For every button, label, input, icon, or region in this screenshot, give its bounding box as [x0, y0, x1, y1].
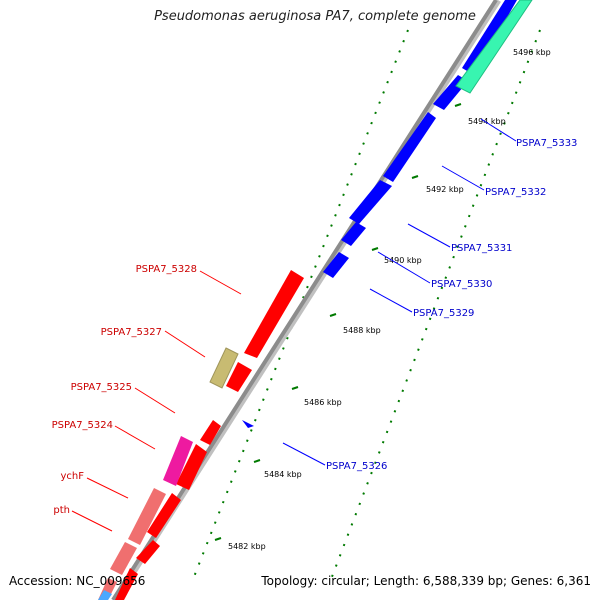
gene-arrow-blue[interactable]: [341, 222, 366, 246]
inner-dotted-track: [329, 29, 541, 583]
gene-label[interactable]: PSPA7_5326: [326, 461, 387, 472]
scale-tick-label: 5496 kbp: [513, 48, 551, 57]
leader-line: [114, 425, 156, 450]
scale-tick-label: 5484 kbp: [264, 470, 302, 479]
gene-arrow-blue[interactable]: [349, 180, 392, 224]
scale-tick-label: 5482 kbp: [228, 542, 266, 551]
gene-label[interactable]: PSPA7_5329: [413, 308, 474, 319]
gene-label[interactable]: PSPA7_5331: [451, 243, 512, 254]
genome-title: Pseudomonas aeruginosa PA7, complete gen…: [154, 9, 476, 24]
gene-label[interactable]: PSPA7_5327: [101, 327, 162, 338]
tick-mark: [253, 459, 261, 463]
gene-arrow-red[interactable]: [147, 493, 181, 538]
tick-mark: [454, 103, 462, 107]
forward-strand-genes: [98, 270, 304, 600]
scale-tick-label: 5486 kbp: [304, 398, 342, 407]
tick-mark: [329, 313, 337, 317]
gene-label[interactable]: PSPA7_5328: [136, 264, 197, 275]
gene-arrow-blue[interactable]: [462, 0, 517, 75]
gene-arrow-red[interactable]: [244, 270, 304, 358]
leader-line: [282, 442, 326, 466]
gene-box-tan[interactable]: [209, 347, 239, 389]
tick-mark: [411, 175, 419, 179]
gene-label[interactable]: PSPA7_5324: [52, 420, 113, 431]
leader-line: [441, 165, 485, 191]
gene-label[interactable]: PSPA7_5332: [485, 187, 546, 198]
leader-line: [164, 330, 206, 358]
scale-tick-label: 5488 kbp: [343, 326, 381, 335]
leader-line: [377, 251, 431, 284]
reverse-strand-genes: [242, 0, 517, 428]
gene-arrow-blue[interactable]: [383, 112, 436, 182]
gene-box-pink[interactable]: [128, 488, 166, 545]
scale-tick-label: 5494 kbp: [468, 117, 506, 126]
gene-arrow-red[interactable]: [115, 568, 138, 600]
gene-box-magenta[interactable]: [163, 436, 193, 486]
gene-arrow-teal[interactable]: [455, 0, 533, 94]
tick-mark: [291, 386, 299, 390]
topology-text: Topology: circular; Length: 6,588,339 bp…: [261, 574, 591, 588]
leader-lines: [71, 118, 517, 532]
gene-label[interactable]: pth: [53, 505, 70, 516]
scale-tick-label: 5490 kbp: [384, 256, 422, 265]
accession-text: Accession: NC_009656: [9, 574, 146, 588]
leader-line: [71, 510, 113, 532]
gene-box-lightblue[interactable]: [98, 590, 112, 600]
leader-line: [369, 288, 413, 313]
tick-mark: [371, 247, 379, 251]
leader-line: [134, 387, 176, 414]
leader-line: [480, 118, 517, 142]
gene-label[interactable]: PSPA7_5333: [516, 138, 577, 149]
leader-line: [407, 223, 451, 248]
gene-box-pink[interactable]: [110, 542, 137, 575]
gene-label[interactable]: ychF: [60, 471, 84, 482]
leader-line: [199, 270, 242, 295]
gene-arrow-red[interactable]: [176, 444, 207, 490]
gene-arrow-blue[interactable]: [323, 252, 349, 278]
gene-arrow-red[interactable]: [226, 362, 252, 392]
gene-arrow-red[interactable]: [136, 540, 160, 564]
gene-label[interactable]: PSPA7_5325: [71, 382, 132, 393]
scale-tick-label: 5492 kbp: [426, 185, 464, 194]
gene-arrow-red[interactable]: [200, 420, 221, 445]
gene-marker-blue[interactable]: [242, 420, 254, 428]
gene-label[interactable]: PSPA7_5330: [431, 279, 492, 290]
leader-line: [86, 477, 129, 499]
tick-mark: [214, 537, 222, 541]
